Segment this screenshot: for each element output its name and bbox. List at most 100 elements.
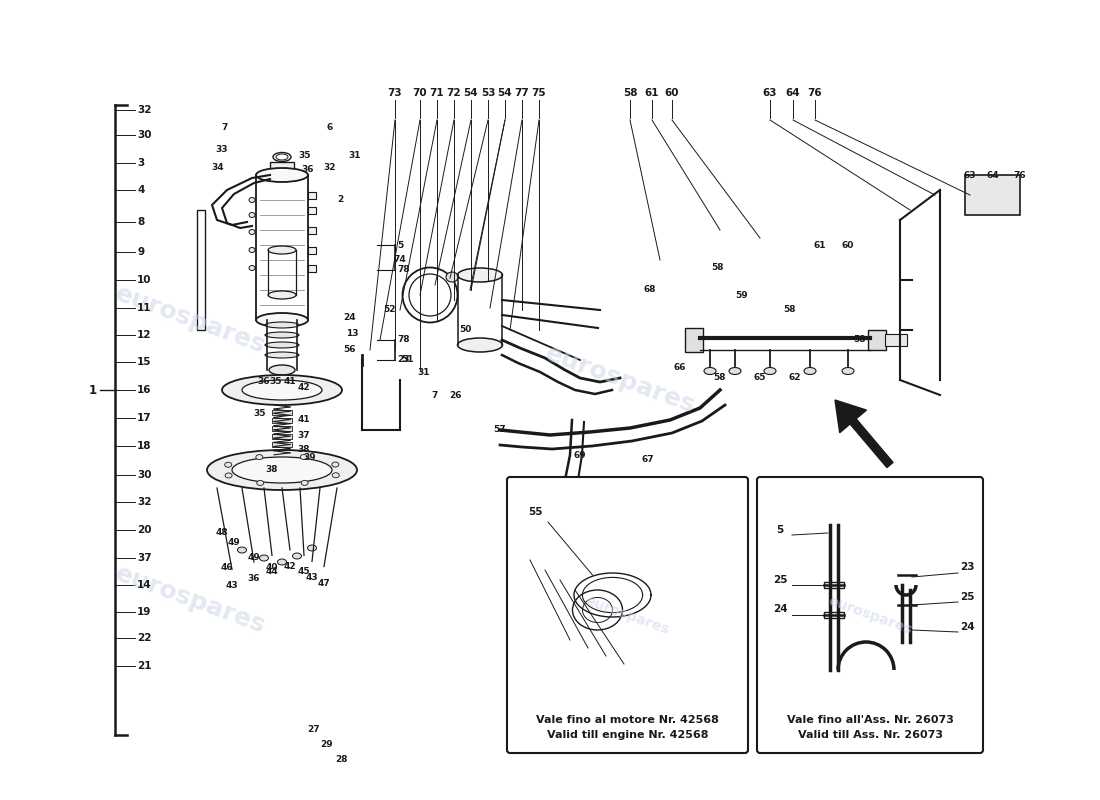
Text: 29: 29 <box>321 740 333 749</box>
Text: 76: 76 <box>807 88 823 98</box>
Text: 57: 57 <box>494 426 506 434</box>
Text: 20: 20 <box>138 525 152 535</box>
Text: 24: 24 <box>960 622 975 632</box>
Ellipse shape <box>458 268 503 282</box>
Text: 44: 44 <box>265 567 278 576</box>
Text: 77: 77 <box>515 88 529 98</box>
Text: 61: 61 <box>645 88 659 98</box>
FancyBboxPatch shape <box>886 334 907 346</box>
Ellipse shape <box>265 322 299 328</box>
Text: 52: 52 <box>384 306 396 314</box>
Text: 62: 62 <box>789 374 801 382</box>
Text: 38: 38 <box>298 445 310 454</box>
Text: 46: 46 <box>221 563 233 572</box>
Text: 59: 59 <box>736 290 748 299</box>
Text: 71: 71 <box>430 88 444 98</box>
Text: 41: 41 <box>284 378 296 386</box>
Text: 54: 54 <box>464 88 478 98</box>
FancyArrow shape <box>835 400 893 467</box>
Text: 70: 70 <box>412 88 427 98</box>
Text: 74: 74 <box>394 255 406 265</box>
Text: 66: 66 <box>673 363 686 373</box>
Text: 58: 58 <box>783 306 796 314</box>
Ellipse shape <box>332 462 339 467</box>
FancyBboxPatch shape <box>272 450 292 455</box>
Ellipse shape <box>249 213 255 218</box>
Text: 49: 49 <box>248 553 261 562</box>
Ellipse shape <box>226 473 232 478</box>
Ellipse shape <box>729 367 741 374</box>
Text: 49: 49 <box>228 538 241 547</box>
Text: 56: 56 <box>343 346 356 354</box>
Text: 27: 27 <box>308 725 320 734</box>
Text: Vale fino all'Ass. Nr. 26073: Vale fino all'Ass. Nr. 26073 <box>786 715 954 725</box>
Text: 3: 3 <box>138 158 144 168</box>
Text: 23: 23 <box>960 562 975 572</box>
Ellipse shape <box>249 266 255 270</box>
Ellipse shape <box>265 352 299 358</box>
Text: 19: 19 <box>138 607 152 617</box>
Text: 37: 37 <box>138 553 152 563</box>
Text: 42: 42 <box>298 382 310 391</box>
Ellipse shape <box>249 230 255 234</box>
Text: 24: 24 <box>772 604 788 614</box>
Text: 33: 33 <box>216 146 229 154</box>
Ellipse shape <box>308 545 317 551</box>
FancyBboxPatch shape <box>272 442 292 447</box>
Text: 6: 6 <box>327 122 333 131</box>
Ellipse shape <box>277 559 286 565</box>
Text: 63: 63 <box>762 88 778 98</box>
Text: 30: 30 <box>138 130 152 140</box>
FancyBboxPatch shape <box>308 206 316 214</box>
Text: Valid till engine Nr. 42568: Valid till engine Nr. 42568 <box>547 730 708 740</box>
Ellipse shape <box>265 342 299 348</box>
Text: 7: 7 <box>432 390 438 399</box>
Text: 23: 23 <box>397 355 409 365</box>
Text: 5: 5 <box>777 525 783 535</box>
Ellipse shape <box>300 454 307 459</box>
Ellipse shape <box>224 462 232 467</box>
Text: 30: 30 <box>138 470 152 480</box>
Ellipse shape <box>256 313 308 327</box>
FancyBboxPatch shape <box>308 191 316 198</box>
Ellipse shape <box>232 457 332 483</box>
Text: 34: 34 <box>211 163 224 173</box>
Text: eurospares: eurospares <box>541 582 698 658</box>
Text: 39: 39 <box>304 453 317 462</box>
Text: 35: 35 <box>270 378 283 386</box>
Ellipse shape <box>238 547 246 553</box>
Text: 36: 36 <box>248 574 261 583</box>
Text: 25: 25 <box>960 592 975 602</box>
Text: 64: 64 <box>987 170 999 179</box>
FancyBboxPatch shape <box>868 330 886 350</box>
Text: 67: 67 <box>641 455 654 465</box>
Text: 61: 61 <box>814 241 826 250</box>
FancyBboxPatch shape <box>272 426 292 431</box>
Text: 21: 21 <box>138 661 152 671</box>
Text: 58: 58 <box>714 374 726 382</box>
FancyBboxPatch shape <box>270 162 294 176</box>
Text: 40: 40 <box>266 563 278 572</box>
Ellipse shape <box>270 365 295 375</box>
Text: 32: 32 <box>138 105 152 115</box>
Text: 36: 36 <box>301 166 315 174</box>
Text: eurospares: eurospares <box>826 594 914 637</box>
Text: 60: 60 <box>664 88 680 98</box>
Ellipse shape <box>332 473 339 478</box>
Text: 4: 4 <box>138 185 144 195</box>
Text: Vale fino al motore Nr. 42568: Vale fino al motore Nr. 42568 <box>536 715 719 725</box>
Text: 55: 55 <box>528 507 542 517</box>
FancyBboxPatch shape <box>308 265 316 271</box>
Text: 53: 53 <box>481 88 495 98</box>
Text: 73: 73 <box>387 88 403 98</box>
Text: 72: 72 <box>447 88 461 98</box>
Text: 5: 5 <box>397 241 404 250</box>
Text: 10: 10 <box>138 275 152 285</box>
Ellipse shape <box>265 332 299 338</box>
Ellipse shape <box>301 480 308 486</box>
Text: eurospares: eurospares <box>541 342 698 418</box>
Text: 31: 31 <box>417 368 429 377</box>
Text: 43: 43 <box>226 582 239 590</box>
Text: 47: 47 <box>318 578 330 587</box>
Ellipse shape <box>256 481 264 486</box>
